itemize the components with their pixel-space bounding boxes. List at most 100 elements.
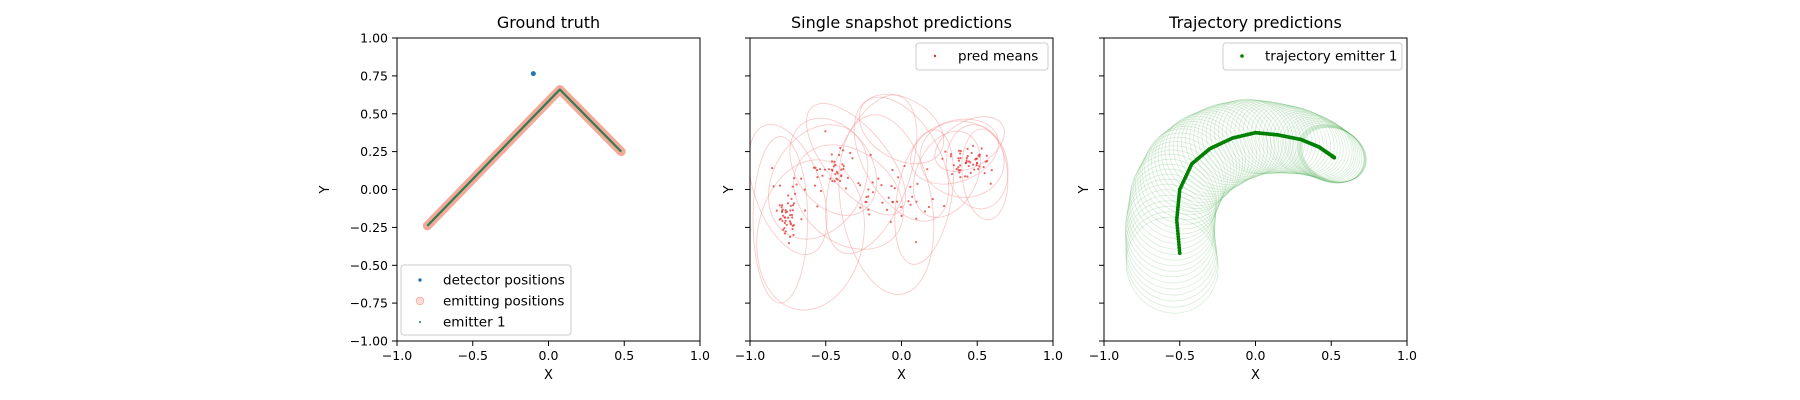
panel3-trajectory-ellipses bbox=[1124, 98, 1367, 314]
trajectory-ellipse bbox=[1125, 194, 1216, 290]
trajectory-ellipse bbox=[1168, 111, 1250, 195]
trajectory-ellipse bbox=[1246, 103, 1320, 174]
trajectory-ellipse bbox=[1209, 99, 1287, 176]
pred-mean-point bbox=[800, 218, 803, 221]
pred-mean-point bbox=[966, 154, 969, 158]
panel2-ylabel: Y bbox=[722, 185, 737, 194]
uncertainty-ellipse bbox=[750, 123, 828, 256]
uncertainty-ellipse bbox=[894, 129, 955, 265]
pred-mean-point bbox=[859, 206, 862, 209]
uncertainty-ellipse bbox=[912, 130, 981, 218]
pred-mean-point bbox=[830, 153, 833, 156]
pred-mean-point bbox=[840, 175, 843, 178]
panel1-legend: detector positions emitting positions em… bbox=[400, 264, 572, 336]
pred-mean-point bbox=[944, 150, 947, 153]
pred-mean-point bbox=[916, 182, 919, 186]
pred-mean-point bbox=[900, 205, 903, 209]
panel2-xtick-label: 0.0 bbox=[892, 348, 912, 363]
panel2-xaxis: −1.0 −0.5 0.0 0.5 1.0 X bbox=[735, 341, 1063, 383]
pred-mean-point bbox=[943, 204, 946, 208]
trajectory-ellipse bbox=[1185, 105, 1265, 186]
legend-marker-emitter bbox=[419, 321, 421, 323]
pred-mean-point bbox=[964, 175, 967, 178]
pred-mean-point bbox=[781, 214, 785, 217]
trajectory-ellipse bbox=[1132, 149, 1219, 240]
uncertainty-ellipse bbox=[961, 128, 1009, 221]
panel3-yaxis: Y bbox=[1077, 37, 1104, 342]
uncertainty-ellipse bbox=[838, 114, 935, 295]
pred-mean-point bbox=[846, 176, 850, 179]
trajectory-ellipse bbox=[1234, 101, 1309, 174]
pred-mean-point bbox=[821, 174, 824, 177]
panel3-plot bbox=[1124, 98, 1367, 314]
pred-mean-point bbox=[785, 223, 788, 226]
pred-mean-point bbox=[975, 164, 978, 167]
panel3-xtick-label: −0.5 bbox=[1165, 348, 1195, 363]
pred-mean-point bbox=[978, 165, 981, 168]
pred-mean-point bbox=[964, 161, 968, 165]
pred-mean-point bbox=[959, 164, 962, 167]
trajectory-ellipse bbox=[1269, 109, 1341, 176]
uncertainty-ellipse bbox=[853, 96, 950, 222]
pred-mean-point bbox=[783, 216, 786, 219]
trajectory-ellipse bbox=[1164, 113, 1246, 197]
pred-mean-point bbox=[907, 200, 910, 203]
pred-mean-point bbox=[783, 221, 786, 225]
pred-mean-point bbox=[984, 160, 987, 163]
pred-mean-point bbox=[957, 157, 960, 160]
trajectory-point bbox=[1177, 248, 1182, 253]
trajectory-point bbox=[1175, 226, 1180, 231]
pred-mean-point bbox=[965, 156, 968, 160]
trajectory-ellipse bbox=[1242, 102, 1317, 174]
panel3-xlabel: X bbox=[1251, 368, 1260, 383]
panel2-xlabel: X bbox=[897, 368, 906, 383]
trajectory-ellipse bbox=[1125, 211, 1218, 308]
pred-mean-point bbox=[787, 216, 790, 219]
pred-mean-point bbox=[949, 155, 953, 158]
pred-mean-point bbox=[966, 175, 969, 178]
pred-mean-point bbox=[849, 151, 852, 155]
trajectory-ellipse bbox=[1201, 101, 1280, 179]
panel1-emitter-line bbox=[426, 88, 623, 227]
panel1-ytick-label: 0.00 bbox=[360, 182, 388, 197]
pred-mean-point bbox=[778, 204, 781, 207]
pred-mean-point bbox=[957, 149, 961, 152]
pred-mean-point bbox=[831, 179, 834, 183]
pred-mean-point bbox=[787, 242, 791, 245]
pred-mean-point bbox=[891, 168, 894, 172]
trajectory-ellipse bbox=[1134, 145, 1221, 235]
pred-mean-point bbox=[832, 165, 836, 168]
trajectory-ellipse bbox=[1125, 178, 1216, 272]
trajectory-ellipse bbox=[1129, 158, 1217, 250]
pred-mean-point bbox=[911, 195, 914, 198]
trajectory-ellipse bbox=[1285, 116, 1355, 180]
pred-mean-point bbox=[772, 185, 775, 188]
panel2-legend: pred means bbox=[915, 42, 1049, 71]
trajectory-ellipse bbox=[1181, 106, 1261, 188]
pred-mean-point bbox=[974, 158, 977, 161]
uncertainty-ellipse bbox=[806, 103, 907, 216]
pred-mean-point bbox=[816, 205, 819, 208]
pred-mean-point bbox=[869, 153, 872, 157]
pred-mean-point bbox=[966, 147, 969, 150]
pred-mean-point bbox=[971, 163, 975, 166]
pred-mean-point bbox=[791, 209, 795, 212]
panel2-legend-box bbox=[915, 42, 1049, 71]
pred-mean-point bbox=[897, 176, 900, 179]
pred-mean-point bbox=[785, 210, 789, 213]
pred-mean-point bbox=[973, 168, 976, 171]
pred-mean-point bbox=[958, 171, 961, 174]
pred-mean-point bbox=[957, 159, 961, 162]
panel2-title: Single snapshot predictions bbox=[791, 13, 1012, 32]
panel1-xtick-label: 0.0 bbox=[539, 348, 559, 363]
trajectory-ellipse bbox=[1137, 141, 1223, 230]
pred-mean-point bbox=[789, 209, 792, 212]
trajectory-ellipse bbox=[1130, 153, 1217, 244]
pred-mean-point bbox=[812, 166, 816, 169]
panel1-ytick-label: −1.00 bbox=[350, 334, 388, 349]
pred-mean-point bbox=[788, 235, 792, 238]
pred-mean-point bbox=[965, 159, 968, 162]
pred-mean-point bbox=[887, 196, 890, 199]
pred-mean-point bbox=[868, 213, 871, 216]
trajectory-point bbox=[1177, 251, 1182, 256]
